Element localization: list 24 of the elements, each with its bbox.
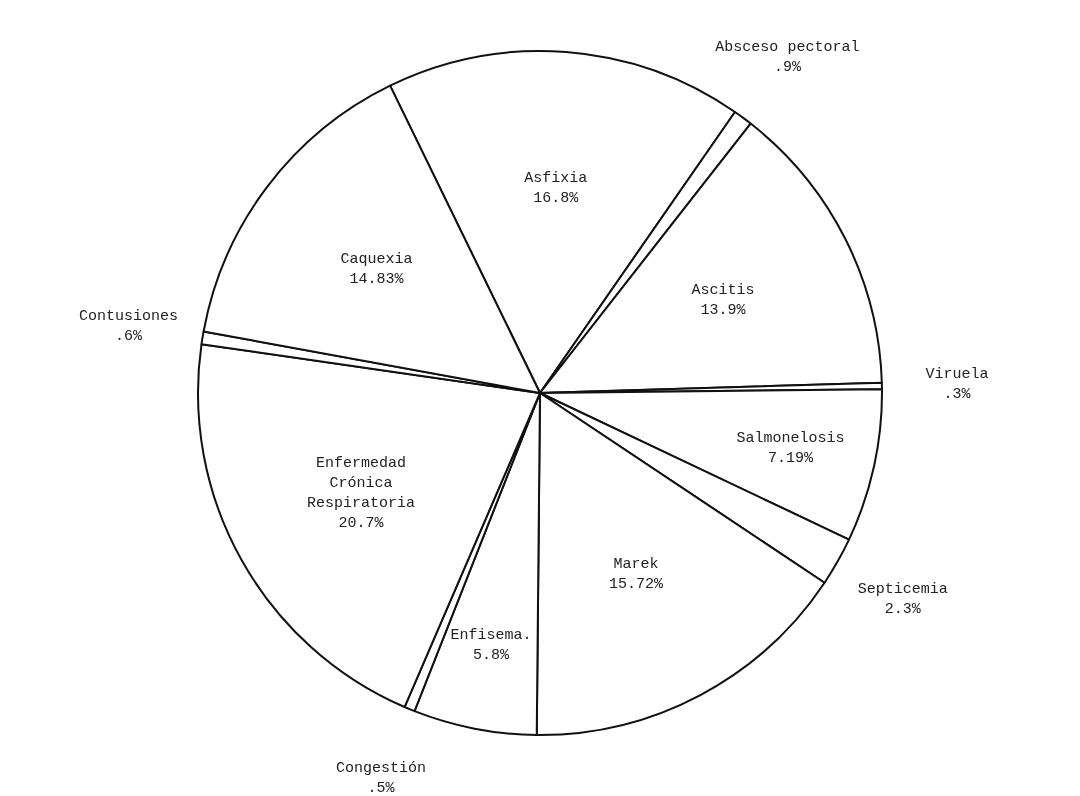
slice-label: Salmonelosis [736,429,845,447]
slice-label: Asfixia [524,170,588,188]
slice-label: Congestión [335,760,426,778]
data-label: 20.7% [338,515,385,533]
data-label: 7.19% [768,449,815,467]
data-label: 15.72% [608,576,664,594]
slice-label: Septicemia [857,580,948,598]
slice-label: Marek [613,556,659,574]
data-label: 14.83% [349,270,405,288]
data-label: 16.8% [533,190,580,208]
data-label: .6% [114,327,143,345]
slice-label: Absceso pectoral [715,39,860,57]
data-label: 5.8% [472,646,510,664]
slice-label: Enfisema. [450,626,532,644]
slice-label: Ascitis [691,282,755,300]
slice-label: Contusiones [78,307,178,325]
slice-label: Viruela [925,366,989,384]
slice-label: Caquexia [340,250,413,268]
data-label: .9% [773,59,802,77]
data-label: .3% [943,386,972,404]
slice-label: Enfermedad Crónica Respiratoria [306,455,415,513]
data-label: .5% [367,780,396,796]
data-label: 2.3% [884,600,922,618]
data-label: 13.9% [700,302,747,320]
